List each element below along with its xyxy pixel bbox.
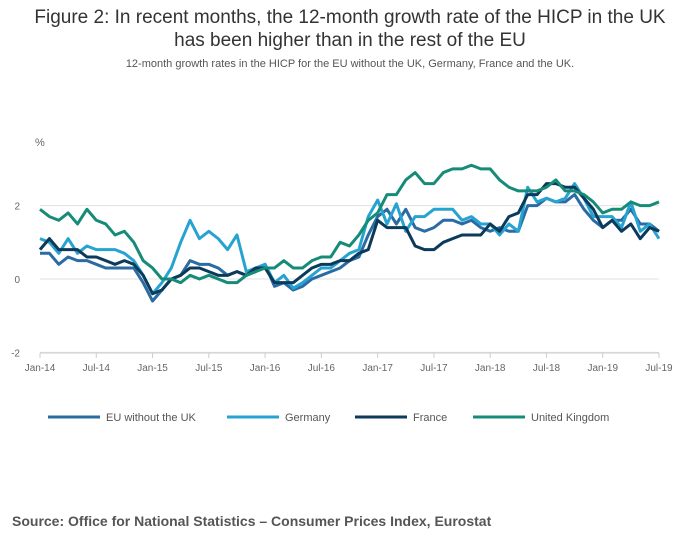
legend-label: United Kingdom bbox=[531, 412, 609, 424]
x-tick-label: Jul-18 bbox=[533, 363, 561, 374]
y-tick-label: -2 bbox=[11, 348, 20, 359]
series-line-eu-without-the-uk bbox=[40, 193, 660, 303]
y-tick-label: 2 bbox=[14, 202, 20, 213]
y-tick-label: 0 bbox=[14, 275, 20, 286]
series-line-united-kingdom bbox=[39, 163, 660, 285]
x-tick-label: Jan-15 bbox=[137, 363, 168, 374]
x-tick-label: Jul-14 bbox=[83, 363, 111, 374]
chart-title: Figure 2: In recent months, the 12-month… bbox=[0, 6, 700, 52]
x-tick-label: Jan-17 bbox=[362, 363, 393, 374]
title-line-2: has been higher than in the rest of the … bbox=[174, 30, 526, 51]
x-tick-label: Jul-16 bbox=[308, 363, 336, 374]
x-tick-label: Jul-15 bbox=[195, 363, 223, 374]
legend-label: EU without the UK bbox=[106, 412, 197, 424]
series-line-france bbox=[38, 182, 660, 296]
x-tick-label: Jan-16 bbox=[250, 363, 281, 374]
x-tick-label: Jan-18 bbox=[475, 363, 506, 374]
y-axis-label: % bbox=[35, 137, 45, 149]
title-line-1: Figure 2: In recent months, the 12-month… bbox=[34, 7, 666, 28]
legend-label: Germany bbox=[285, 412, 331, 424]
x-tick-label: Jul-19 bbox=[645, 363, 673, 374]
x-tick-label: Jan-19 bbox=[587, 363, 618, 374]
chart-subtitle: 12-month growth rates in the HICP for th… bbox=[125, 58, 575, 70]
x-tick-label: Jul-17 bbox=[420, 363, 448, 374]
x-tick-label: Jan-14 bbox=[25, 363, 56, 374]
legend-label: France bbox=[413, 412, 447, 424]
source-note: Source: Office for National Statistics –… bbox=[12, 513, 492, 529]
